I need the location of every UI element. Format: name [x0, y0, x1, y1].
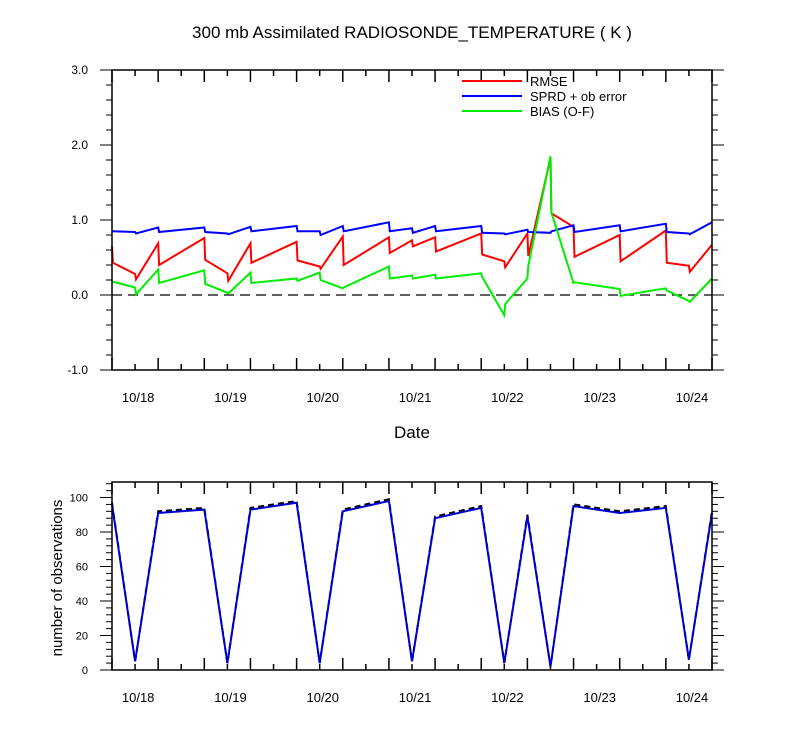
x-axis-label: Date — [394, 423, 430, 442]
chart-title: 300 mb Assimilated RADIOSONDE_TEMPERATUR… — [192, 23, 632, 42]
top-panel: -1.0 0.0 1.0 2.0 3.0 10/18 10/19 10/20 10/21 10/2… — [67, 63, 724, 405]
legend-label: SPRD + ob error — [530, 89, 627, 104]
series-line-1 — [111, 497, 713, 667]
y-axis-label-bottom: number of observations — [49, 500, 66, 657]
x-tick-label: 10/20 — [306, 390, 339, 405]
x-tick-label: 10/21 — [399, 690, 432, 705]
y-tick-label: 60 — [76, 562, 88, 574]
legend-label: RMSE — [530, 74, 568, 89]
y-tick-label: 80 — [76, 527, 88, 539]
x-tick-label: 10/18 — [122, 390, 155, 405]
series-line-1 — [111, 157, 713, 284]
x-tick-label: 10/19 — [214, 690, 247, 705]
x-tick-label: 10/22 — [491, 390, 524, 405]
x-tick-label: 10/23 — [583, 390, 616, 405]
x-tick-label: 10/21 — [399, 390, 432, 405]
series-line-2 — [111, 499, 713, 667]
x-tick-label: 10/22 — [491, 690, 524, 705]
x-tick-label: 10/19 — [214, 390, 247, 405]
y-tick-label: 0 — [82, 665, 88, 677]
series-line-2 — [111, 221, 713, 237]
legend-label: BIAS (O-F) — [530, 104, 594, 119]
bottom-panel: 0 20 40 60 80 100 10/18 10/19 10/20 10/21 10/22 10/… — [70, 481, 724, 705]
y-tick-label: 1.0 — [71, 213, 88, 227]
y-tick-label: -1.0 — [67, 363, 88, 377]
x-tick-label: 10/18 — [122, 690, 155, 705]
x-tick-label: 10/20 — [306, 690, 339, 705]
y-tick-label: 100 — [70, 493, 88, 505]
y-tick-label: 20 — [76, 631, 88, 643]
y-tick-label: 3.0 — [71, 63, 88, 77]
y-tick-label: 40 — [76, 596, 88, 608]
y-tick-label: 2.0 — [71, 138, 88, 152]
x-tick-label: 10/24 — [676, 690, 709, 705]
x-tick-label: 10/23 — [583, 690, 616, 705]
plot-frame — [111, 69, 713, 371]
y-tick-label: 0.0 — [71, 288, 88, 302]
plot-frame — [111, 481, 713, 671]
series-line-3 — [111, 156, 713, 319]
x-tick-label: 10/24 — [676, 390, 709, 405]
